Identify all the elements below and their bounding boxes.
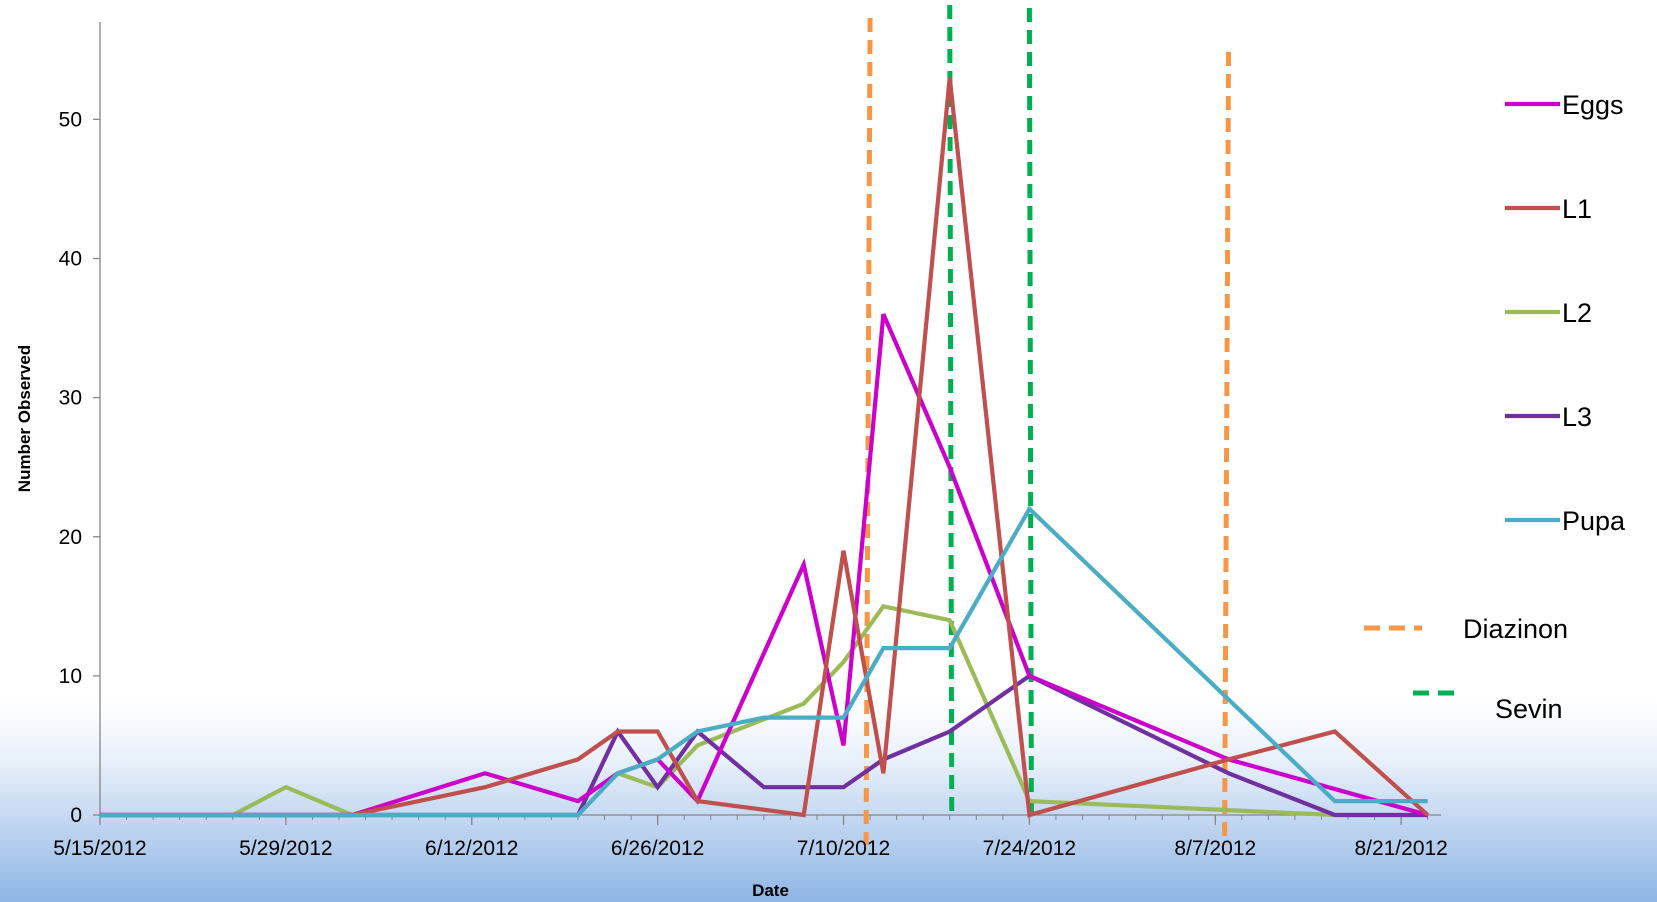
series-line-pupa xyxy=(100,505,1428,818)
legend-label-pupa: Pupa xyxy=(1562,506,1626,536)
y-tick-label: 20 xyxy=(59,526,82,549)
axes xyxy=(93,22,1441,825)
series-lines xyxy=(100,77,1430,818)
reference-line-sevin xyxy=(1026,7,1034,813)
y-tick-label: 40 xyxy=(59,248,82,271)
y-tick-label: 10 xyxy=(59,665,82,688)
y-tick-label: 0 xyxy=(70,804,82,827)
series-line-l1 xyxy=(100,77,1430,818)
tick-labels: 0 10 20 30 40 50 5/15/2012 5/29/2012 6/12/2012 6/… xyxy=(53,108,1448,860)
legend-label-diazinon: Diazinon xyxy=(1463,614,1568,644)
y-tick-label: 30 xyxy=(59,387,82,410)
y-tick-label: 50 xyxy=(59,108,82,131)
reference-line-diazinon xyxy=(1222,51,1232,846)
reference-lines xyxy=(863,4,1232,846)
legend-label-sevin: Sevin xyxy=(1495,694,1563,724)
x-tick-label: 7/10/2012 xyxy=(797,837,890,860)
x-tick-label: 6/12/2012 xyxy=(425,837,518,860)
x-tick-label: 8/7/2012 xyxy=(1174,837,1256,860)
x-axis-title: Date xyxy=(752,881,789,900)
x-tick-label: 7/24/2012 xyxy=(983,837,1076,860)
x-tick-label: 6/26/2012 xyxy=(611,837,704,860)
x-tick-label: 5/15/2012 xyxy=(53,837,146,860)
x-tick-label: 5/29/2012 xyxy=(239,837,332,860)
reference-line-diazinon xyxy=(863,17,873,846)
x-tick-label: 8/21/2012 xyxy=(1354,837,1447,860)
series-line-eggs xyxy=(100,313,1429,818)
legend-label-l2: L2 xyxy=(1562,298,1592,328)
series-line-l2 xyxy=(100,603,1428,818)
y-axis-title: Number Observed xyxy=(15,345,34,492)
legend-label-eggs: Eggs xyxy=(1562,90,1624,120)
legend: Eggs L1 L2 L3 Pupa Diazinon Sevin xyxy=(1364,90,1626,724)
reference-line-sevin xyxy=(947,4,955,813)
legend-label-l1: L1 xyxy=(1562,194,1592,224)
legend-label-l3: L3 xyxy=(1562,402,1592,432)
